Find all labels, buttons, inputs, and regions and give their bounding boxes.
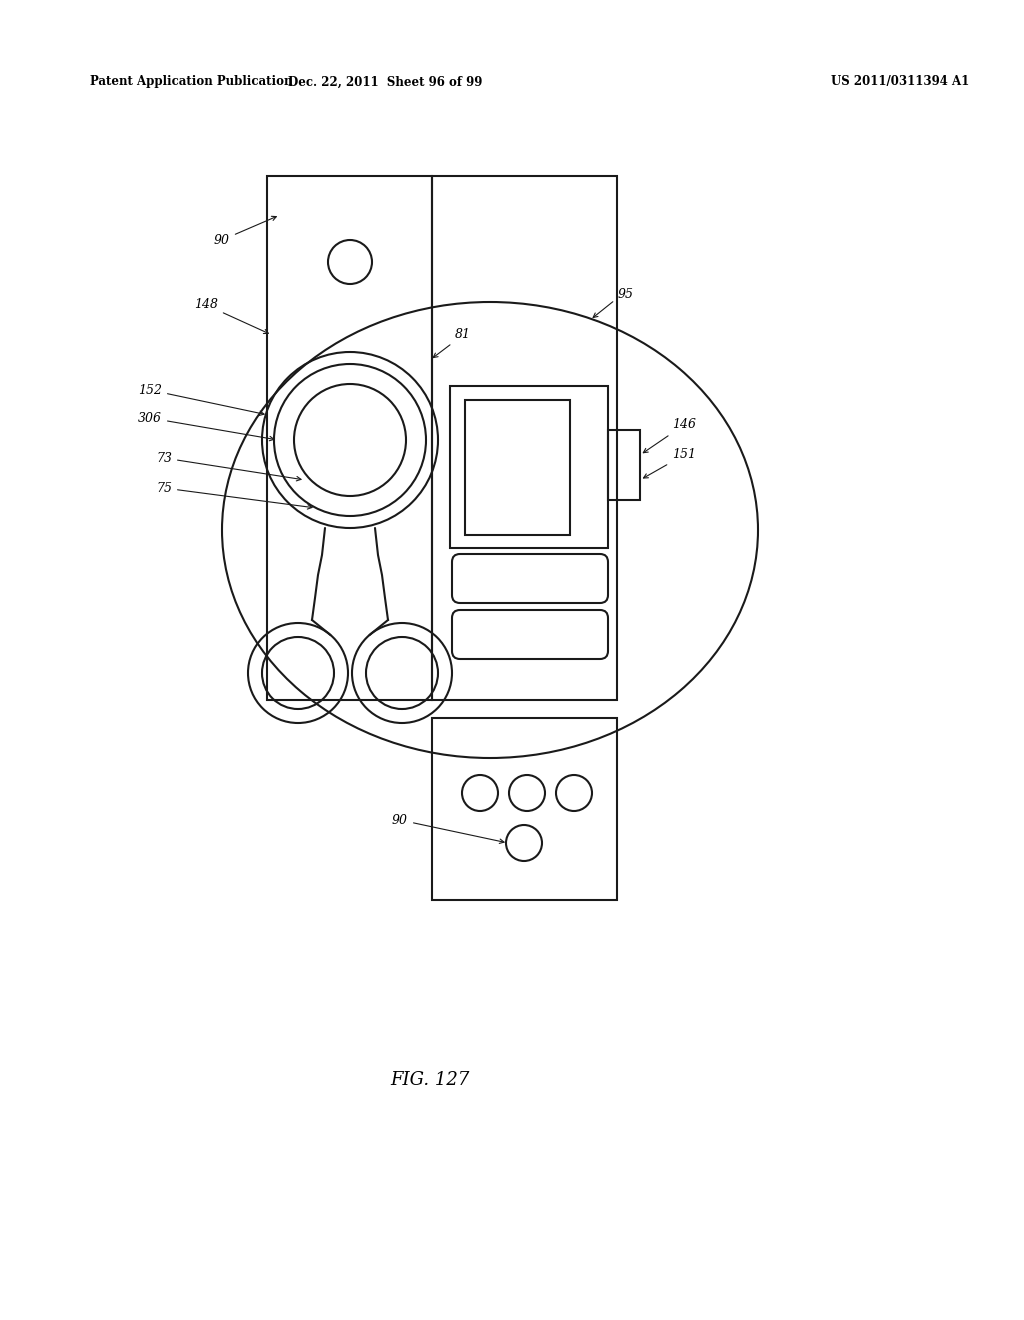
Text: Dec. 22, 2011  Sheet 96 of 99: Dec. 22, 2011 Sheet 96 of 99 (288, 75, 482, 88)
Text: Patent Application Publication: Patent Application Publication (90, 75, 293, 88)
Text: 90: 90 (392, 813, 504, 843)
Text: 73: 73 (156, 451, 301, 480)
Bar (432, 176, 617, 700)
Text: 95: 95 (618, 289, 634, 301)
Bar (465, 400, 570, 535)
Text: FIG. 127: FIG. 127 (390, 1071, 470, 1089)
Text: 148: 148 (194, 298, 268, 334)
Text: 306: 306 (138, 412, 274, 441)
Bar (450, 385, 608, 548)
Bar (432, 718, 617, 900)
Text: 75: 75 (156, 482, 312, 510)
Bar (267, 176, 432, 700)
Text: 151: 151 (643, 449, 696, 478)
Bar (608, 430, 640, 500)
Text: 90: 90 (214, 216, 276, 247)
Text: 152: 152 (138, 384, 264, 416)
Text: US 2011/0311394 A1: US 2011/0311394 A1 (830, 75, 969, 88)
Text: 81: 81 (433, 329, 471, 358)
Text: 146: 146 (643, 418, 696, 453)
